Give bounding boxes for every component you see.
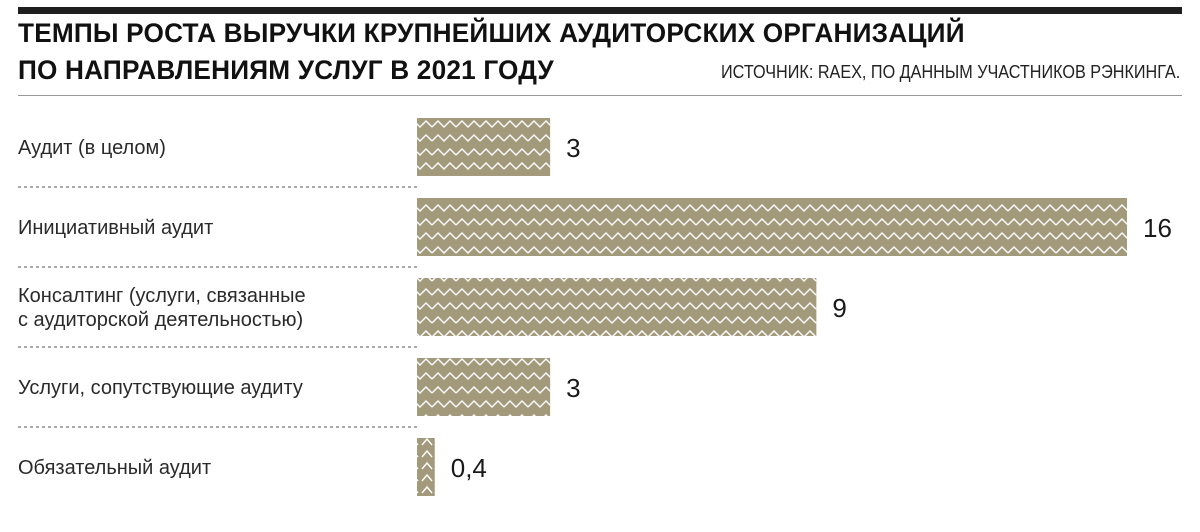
title-rule bbox=[18, 95, 1182, 96]
value-label: 9 bbox=[832, 293, 846, 323]
bar-chart: Аудит (в целом) 3 Инициативный аудит 16 Конс… bbox=[18, 118, 1172, 496]
chart-source: ИСТОЧНИК: RAEX, ПО ДАННЫМ УЧАСТНИКОВ РЭН… bbox=[720, 62, 1180, 82]
chart-title-line-1: ТЕМПЫ РОСТА ВЫРУЧКИ КРУПНЕЙШИХ АУДИТОРСК… bbox=[18, 18, 965, 48]
bar-pattern bbox=[417, 438, 435, 496]
value-label: 3 bbox=[566, 133, 580, 163]
category-label: Аудит (в целом) bbox=[18, 137, 166, 159]
bar-pattern bbox=[417, 358, 551, 416]
category-label: Услуги, сопутствующие аудиту bbox=[18, 377, 303, 399]
top-rule bbox=[18, 7, 1182, 14]
category-label: с аудиторской деятельностью) bbox=[18, 309, 303, 331]
bar-pattern bbox=[417, 118, 551, 176]
chart-title-line-2: ПО НАПРАВЛЕНИЯМ УСЛУГ В 2021 ГОДУ bbox=[18, 55, 554, 85]
bar-pattern bbox=[417, 278, 817, 336]
value-label: 16 bbox=[1143, 213, 1172, 243]
bar-pattern bbox=[417, 198, 1127, 256]
value-label: 3 bbox=[566, 373, 580, 403]
category-label: Обязательный аудит bbox=[18, 457, 211, 479]
category-label: Консалтинг (услуги, связанные bbox=[18, 285, 306, 307]
value-label: 0,4 bbox=[451, 453, 487, 483]
category-label: Инициативный аудит bbox=[18, 217, 213, 239]
